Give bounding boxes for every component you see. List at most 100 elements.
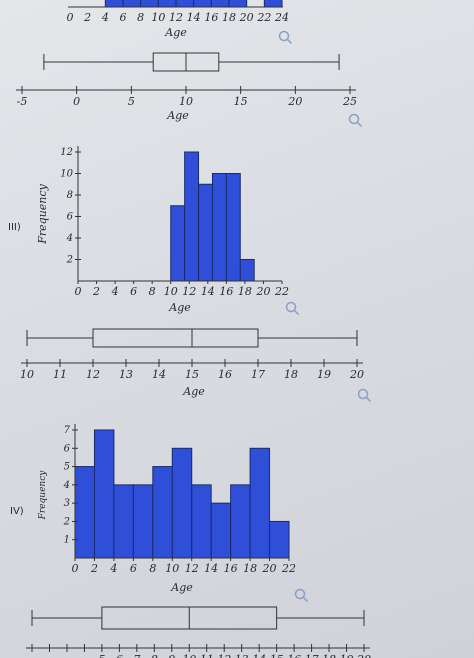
histogram-y-tick-label: 3 — [64, 498, 70, 509]
histogram-y-tick-label: 1 — [64, 535, 70, 546]
histogram-bar-9 — [249, 447, 271, 559]
boxplot-2-x-axis-title: Age — [182, 385, 205, 398]
histogram-III-y-axis-title: Frequency — [36, 183, 49, 244]
histogram-y-tick-label: 4 — [63, 480, 70, 491]
top-x-tick-label: 22 — [256, 11, 271, 24]
histogram-x-tick-label: 20 — [262, 562, 277, 575]
boxplot-3: 567891011121314151617181920 — [26, 606, 371, 658]
top-x-tick-label: 14 — [187, 11, 201, 24]
boxplot-x-tick-label: 20 — [287, 95, 302, 108]
boxplot-x-tick-label: 0 — [73, 95, 80, 108]
histogram-x-tick-label: 12 — [185, 562, 199, 575]
histogram-bar-4 — [225, 173, 241, 282]
boxplot-x-tick-label: 16 — [287, 653, 301, 658]
boxplot-x-tick-label: 13 — [235, 653, 249, 658]
boxplot-x-tick-label: 18 — [322, 653, 336, 658]
histogram-y-tick-label: 12 — [60, 147, 73, 158]
boxplot-x-tick-label: 6 — [116, 653, 123, 658]
top-histogram-bar-8 — [263, 0, 283, 8]
magnifier-icon[interactable] — [294, 588, 309, 603]
histogram-bar-0 — [170, 205, 186, 282]
histogram-x-tick-label: 4 — [111, 285, 119, 298]
top-histogram: 0 2 4 6 8 10 12 14 16 18 20 22 24 Age — [67, 0, 293, 45]
histogram-x-tick-label: 0 — [72, 562, 79, 575]
top-histogram-bar-1 — [122, 0, 142, 8]
histogram-bar-0 — [74, 466, 95, 559]
histogram-x-tick-label: 10 — [165, 562, 179, 575]
histogram-bar-2 — [198, 183, 213, 282]
histogram-bar-6 — [191, 484, 212, 559]
histogram-x-tick-label: 12 — [182, 285, 196, 298]
boxplot-x-tick-label: 11 — [53, 368, 67, 381]
histogram-IV-x-axis-title: Age — [170, 581, 193, 594]
boxplot-x-tick-label: 25 — [342, 95, 357, 108]
boxplot-x-tick-label: 10 — [182, 653, 196, 658]
top-x-tick-label: 0 — [67, 11, 74, 24]
histogram-y-tick-label: 6 — [67, 212, 74, 223]
histogram-bar-3 — [211, 173, 227, 282]
top-x-tick-label: 16 — [204, 11, 218, 24]
top-x-tick-label: 6 — [120, 11, 127, 24]
boxplot-x-tick-label: 12 — [86, 368, 100, 381]
magnifier-icon[interactable] — [357, 388, 372, 403]
histogram-IV-y-axis-title: Frequency — [38, 470, 48, 521]
boxplot-x-tick-label: 12 — [217, 653, 231, 658]
boxplot-x-tick-label: 5 — [98, 653, 105, 658]
boxplot-x-tick-label: 19 — [340, 653, 354, 658]
histogram-bar-5 — [239, 259, 255, 282]
iqr-box — [92, 328, 259, 348]
histogram-y-tick-label: 7 — [64, 425, 71, 436]
histogram-y-tick-label: 4 — [66, 233, 73, 244]
top-x-tick-label: 24 — [274, 11, 289, 24]
boxplot-x-tick-label: 15 — [234, 95, 248, 108]
boxplot-x-tick-label: 10 — [179, 95, 193, 108]
boxplot-x-tick-label: 9 — [168, 653, 175, 658]
top-x-tick-label: 2 — [83, 11, 91, 24]
boxplot-1: -5 0 5 10 15 20 25 — [16, 52, 357, 108]
magnifier-icon[interactable] — [278, 30, 293, 45]
top-x-tick-label: 10 — [151, 11, 165, 24]
boxplot-x-tick-label: 14 — [252, 653, 266, 658]
top-x-axis-title: Age — [164, 26, 187, 39]
boxplot-x-tick-label: 7 — [133, 653, 140, 658]
top-x-tick-label: 12 — [169, 11, 183, 24]
boxplot-x-tick-label: 20 — [349, 368, 364, 381]
histogram-bar-8 — [230, 484, 251, 559]
boxplot-1-x-axis-title: Age — [166, 109, 189, 122]
top-histogram-bar-2 — [140, 0, 159, 8]
boxplot-x-tick-label: -5 — [17, 95, 28, 108]
histogram-y-tick-label: 2 — [63, 516, 70, 527]
histogram-x-tick-label: 14 — [204, 562, 218, 575]
boxplot-x-tick-label: 16 — [218, 368, 232, 381]
top-x-tick-label: 20 — [239, 11, 254, 24]
histogram-x-tick-label: 10 — [164, 285, 178, 298]
boxplot-x-tick-label: 20 — [356, 653, 371, 658]
histogram-x-tick-label: 22 — [274, 285, 289, 298]
histogram-y-tick-label: 10 — [60, 169, 73, 180]
boxplot-x-tick-label: 5 — [128, 95, 135, 108]
boxplot-x-tick-label: 15 — [185, 368, 199, 381]
top-x-tick-label: 18 — [222, 11, 236, 24]
boxplot-x-tick-label: 17 — [251, 368, 265, 381]
histogram-x-tick-label: 2 — [92, 285, 100, 298]
histogram-x-tick-label: 2 — [90, 562, 98, 575]
top-histogram-bar-3 — [157, 0, 177, 8]
histogram-x-tick-label: 22 — [281, 562, 296, 575]
histogram-y-tick-label: 6 — [64, 443, 71, 454]
top-x-tick-label: 8 — [137, 11, 144, 24]
histogram-x-tick-label: 8 — [149, 285, 156, 298]
boxplot-x-tick-label: 11 — [200, 653, 214, 658]
boxplot-x-tick-label: 18 — [284, 368, 298, 381]
histogram-bar-2 — [113, 484, 134, 559]
histogram-bar-3 — [132, 484, 154, 559]
histogram-x-tick-label: 6 — [130, 562, 137, 575]
histogram-x-tick-label: 20 — [255, 285, 270, 298]
magnifier-icon[interactable] — [285, 301, 300, 316]
boxplot-x-tick-label: 13 — [119, 368, 133, 381]
top-x-tick-label: 4 — [101, 11, 109, 24]
histogram-x-tick-label: 4 — [109, 562, 117, 575]
panel-label-IV: IV) — [10, 506, 24, 517]
histogram-y-tick-label: 5 — [64, 462, 70, 473]
magnifier-icon[interactable] — [348, 113, 363, 128]
